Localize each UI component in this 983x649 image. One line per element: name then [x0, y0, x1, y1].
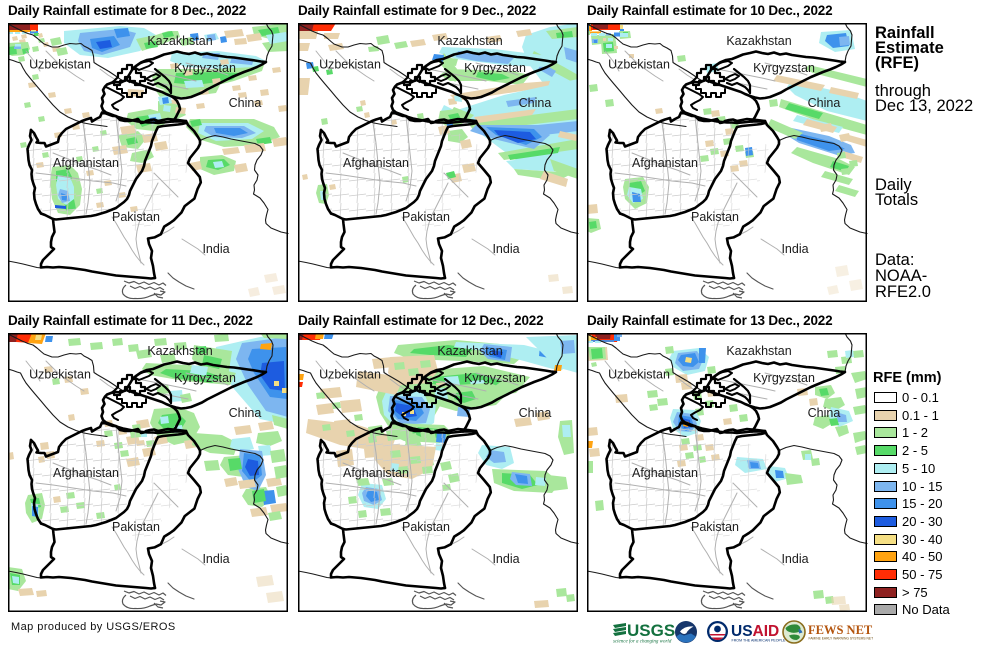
- svg-text:USGS: USGS: [627, 621, 675, 640]
- svg-text:FROM THE AMERICAN PEOPLE: FROM THE AMERICAN PEOPLE: [732, 639, 786, 643]
- svg-text:science for a changing world: science for a changing world: [613, 640, 672, 645]
- svg-text:FAMINE EARLY WARNING SYSTEMS N: FAMINE EARLY WARNING SYSTEMS NETWORK: [809, 637, 874, 641]
- svg-text:FEWS NET: FEWS NET: [808, 623, 873, 637]
- svg-text:USAID: USAID: [731, 623, 779, 640]
